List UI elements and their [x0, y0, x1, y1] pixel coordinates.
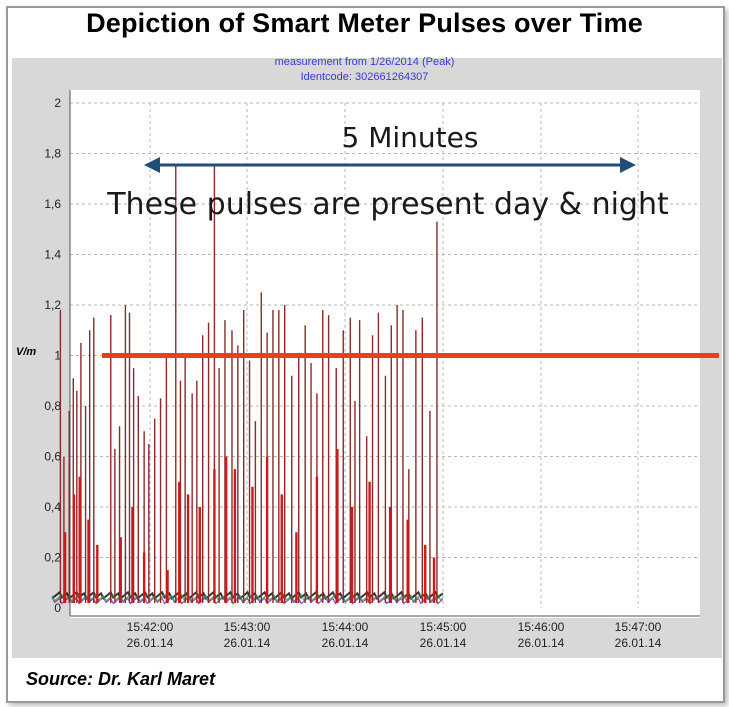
chart-subtitle-identcode: Identcode: 302661264307 [300, 71, 429, 83]
annotation-note: These pulses are present day & night [106, 187, 669, 222]
y-tick-label: 0,6 [44, 450, 61, 464]
span-label: 5 Minutes [342, 121, 479, 154]
x-tick-time: 15:42:00 [127, 620, 174, 634]
y-tick-label: 0,8 [44, 399, 61, 413]
x-tick-time: 15:47:00 [615, 620, 662, 634]
x-tick-time: 15:43:00 [224, 620, 271, 634]
x-tick-date: 26.01.14 [615, 636, 662, 650]
y-tick-label: 1,6 [44, 197, 61, 211]
y-tick-label: 1,8 [44, 147, 61, 161]
span-arrow-right-head [620, 157, 636, 173]
y-tick-label: 1,2 [44, 298, 61, 312]
y-tick-label: 2 [54, 96, 61, 110]
y-tick-label: 0 [54, 601, 61, 615]
chart-subtitle-measurement: measurement from 1/26/2014 (Peak) [274, 56, 455, 68]
chart-title: Depiction of Smart Meter Pulses over Tim… [86, 8, 643, 38]
x-tick-date: 26.01.14 [518, 636, 565, 650]
x-tick-labels: 15:42:00 26.01.14 15:43:00 26.01.14 15:44:00… [127, 620, 662, 650]
x-tick-date: 26.01.14 [420, 636, 467, 650]
x-tick-date: 26.01.14 [127, 636, 174, 650]
source-credit: Source: Dr. Karl Maret [26, 669, 216, 689]
x-tick-time: 15:46:00 [518, 620, 565, 634]
x-tick-time: 15:44:00 [322, 620, 369, 634]
y-tick-label: 0,4 [44, 500, 61, 514]
y-tick-label: 0,2 [44, 551, 61, 565]
x-tick-time: 15:45:00 [420, 620, 467, 634]
y-tick-label: 1 [54, 349, 61, 363]
y-tick-labels: 0 0,2 0,4 0,6 0,8 1 1,2 1,4 1,6 1,8 2 [44, 96, 61, 615]
y-tick-label: 1,4 [44, 248, 61, 262]
y-axis-unit-label: V/m [16, 346, 37, 358]
x-tick-date: 26.01.14 [322, 636, 369, 650]
x-tick-date: 26.01.14 [224, 636, 271, 650]
annotations: 5 Minutes These pulses are present day & … [106, 121, 669, 222]
pulse-series [59, 163, 438, 603]
span-arrow-left-head [144, 157, 160, 173]
